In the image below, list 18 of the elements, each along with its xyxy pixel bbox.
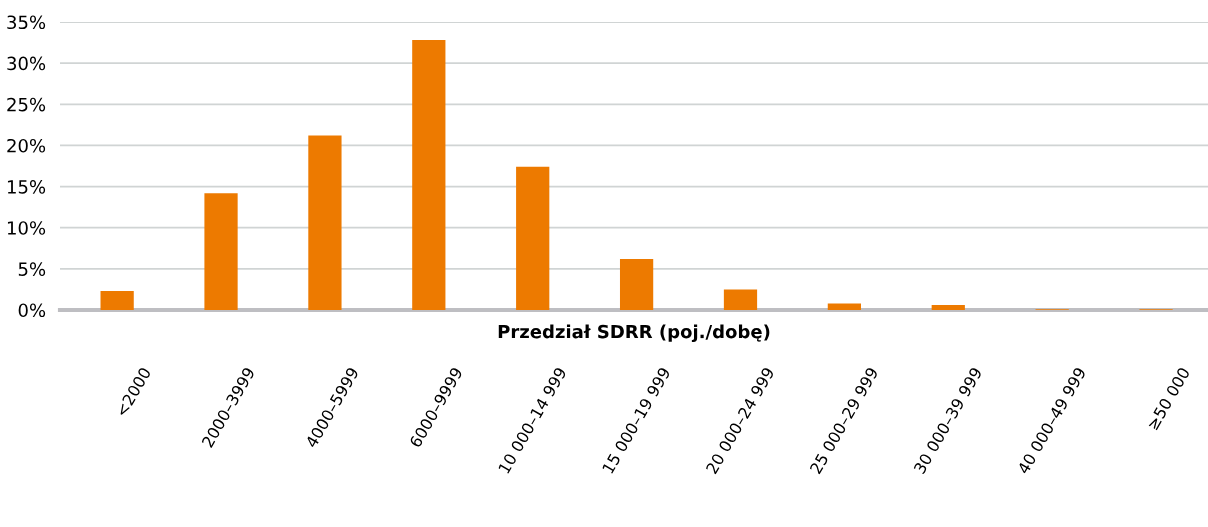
bar (516, 166, 550, 310)
bar (931, 305, 965, 310)
bar (723, 289, 758, 310)
y-tick-label: 30% (7, 56, 46, 71)
bar (412, 40, 446, 310)
y-tick-label: 5% (18, 262, 46, 276)
bar (204, 193, 238, 310)
x-axis-title: Przedział SDRR (poj./dobę) (498, 324, 770, 343)
y-tick-label: 10% (7, 221, 46, 235)
y-tick-label: 25% (7, 97, 46, 112)
bar (827, 303, 861, 310)
bar (308, 135, 342, 310)
bar (100, 291, 134, 310)
y-tick-label: 20% (7, 138, 46, 153)
y-tick-label: 35% (7, 15, 46, 30)
y-tick-label: 0% (18, 303, 46, 318)
bar (619, 258, 654, 310)
y-tick-label: 15% (7, 180, 46, 194)
